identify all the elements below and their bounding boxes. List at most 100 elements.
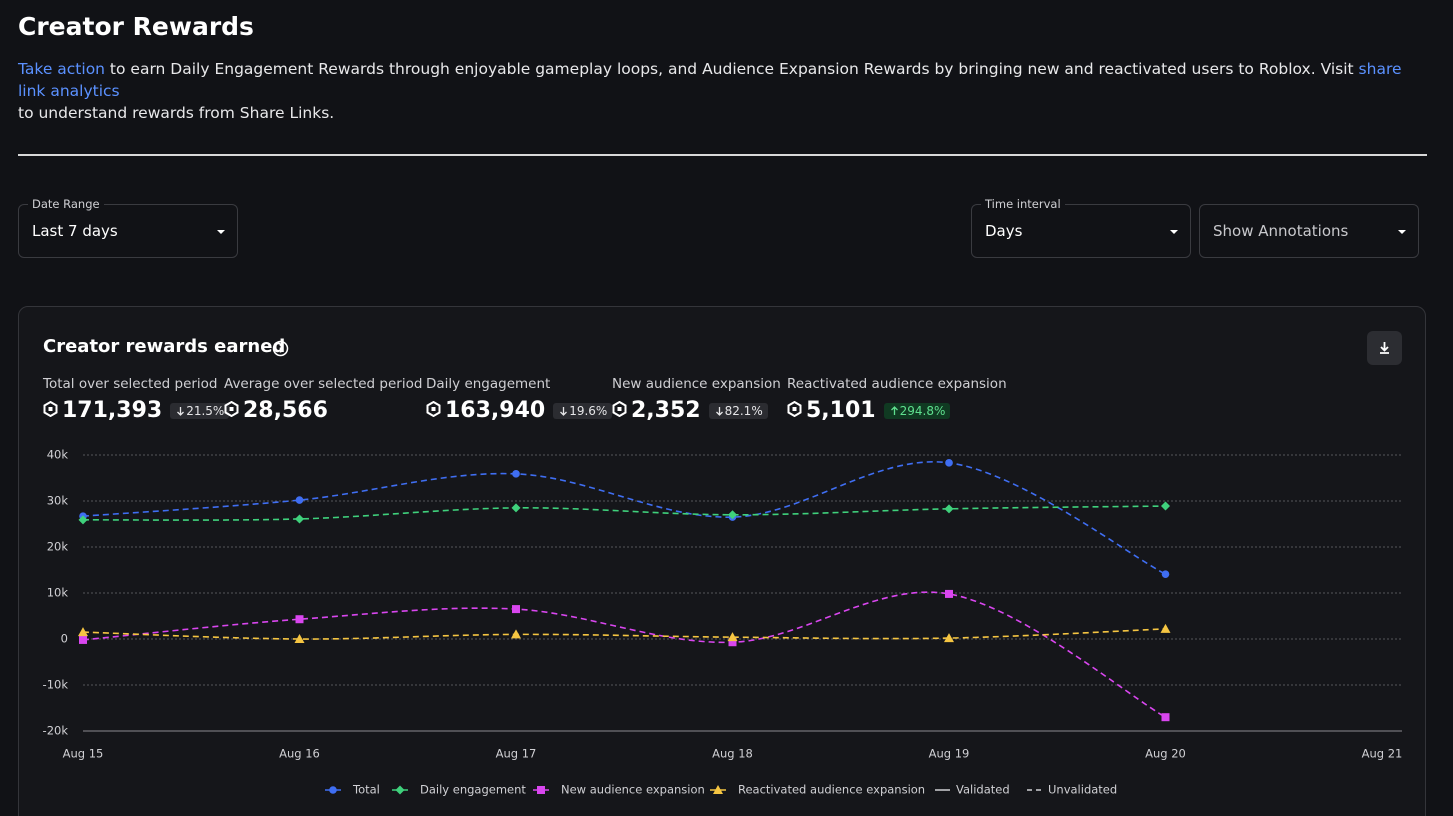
y-tick-label: 0 — [61, 632, 68, 646]
point — [511, 503, 521, 513]
point — [1161, 570, 1170, 578]
robux-glyph — [612, 400, 627, 417]
description: Take action to earn Daily Engagement Rew… — [18, 58, 1428, 124]
point — [295, 615, 304, 624]
divider — [18, 154, 1427, 156]
point — [728, 510, 737, 520]
y-tick-label: 40k — [47, 448, 69, 462]
x-tick-label: Aug 20 — [1145, 747, 1186, 761]
point — [295, 514, 304, 524]
stat: New audience expansion 2,352 82.1% — [612, 376, 781, 423]
stat-value: 28,566 — [243, 398, 328, 423]
stat-value: 2,352 — [631, 398, 701, 423]
point — [944, 633, 954, 643]
stat-value: 163,940 — [445, 398, 546, 423]
change-badge: 19.6% — [553, 402, 613, 419]
stat-label: Daily engagement — [426, 376, 551, 392]
stat-value: 171,393 — [62, 398, 163, 423]
stat-label: Total over selected period — [43, 376, 218, 392]
change-value: 21.5% — [186, 403, 225, 418]
robux-glyph — [426, 400, 441, 417]
arrow-icon — [177, 406, 185, 416]
stat-row: 2,352 82.1% — [612, 398, 781, 423]
change-badge: 294.8% — [883, 402, 951, 419]
date-range-dropdown[interactable]: Date Range Last 7 days — [18, 197, 238, 258]
point — [78, 627, 88, 637]
point — [1161, 501, 1170, 511]
legend-marker — [395, 785, 405, 795]
change-badge: 21.5% — [170, 402, 230, 419]
legend-label: New audience expansion — [561, 783, 705, 797]
stat: Reactivated audience expansion 5,101 294.8… — [787, 376, 1007, 423]
x-tick-label: Aug 19 — [929, 747, 970, 761]
arrow-icon — [560, 406, 568, 416]
legend-marker — [537, 786, 545, 794]
stat-label: Average over selected period — [224, 376, 423, 392]
description-text: to understand rewards from Share Links. — [18, 104, 335, 122]
y-tick-label: -20k — [43, 724, 69, 738]
point — [79, 635, 87, 644]
dropdown-label: Time interval — [981, 197, 1065, 211]
legend-label: Reactivated audience expansion — [738, 783, 925, 797]
point — [511, 629, 521, 639]
robux-glyph — [787, 400, 802, 417]
stat-value: 5,101 — [806, 398, 876, 423]
point — [512, 605, 520, 614]
download-button[interactable] — [1367, 331, 1402, 365]
robux-glyph — [224, 400, 239, 417]
take-action-link[interactable]: Take action — [18, 60, 105, 78]
x-tick-label: Aug 18 — [712, 747, 753, 761]
series-line — [82, 591, 1166, 718]
point — [728, 638, 737, 647]
stat: Total over selected period 171,393 21.5% — [43, 376, 230, 423]
stat-row: 171,393 21.5% — [43, 398, 230, 423]
stat-label: Reactivated audience expansion — [787, 376, 1007, 392]
arrow-icon — [715, 406, 723, 416]
point — [512, 470, 520, 478]
robux-icon — [787, 400, 802, 421]
stat: Daily engagement 163,940 19.6% — [426, 376, 613, 423]
point — [945, 459, 953, 467]
x-tick-label: Aug 17 — [496, 747, 537, 761]
stat-row: 163,940 19.6% — [426, 398, 613, 423]
legend-label: Validated — [956, 783, 1010, 797]
share-link-analytics-link[interactable]: share link analytics — [18, 60, 1402, 100]
point — [1160, 623, 1171, 633]
x-tick-label: Aug 15 — [63, 747, 104, 761]
dropdown-value: Days — [985, 222, 1023, 240]
description-text: to earn Daily Engagement Rewards through… — [105, 60, 1359, 78]
y-tick-label: 30k — [47, 494, 69, 508]
point — [727, 632, 738, 642]
legend-label: Total — [352, 783, 380, 797]
change-badge: 82.1% — [708, 402, 768, 419]
time-interval-dropdown[interactable]: Time interval Days — [971, 197, 1191, 258]
page-title: Creator Rewards — [18, 12, 254, 41]
x-tick-label: Aug 21 — [1362, 747, 1403, 761]
dropdown-value: Show Annotations — [1213, 222, 1349, 240]
annotations-dropdown[interactable]: Show Annotations — [1199, 204, 1419, 258]
series-line — [82, 461, 1166, 575]
robux-icon — [612, 400, 627, 421]
point — [294, 634, 305, 643]
change-value: 294.8% — [899, 403, 946, 418]
y-tick-label: 10k — [47, 586, 69, 600]
dropdown-label: Date Range — [28, 197, 104, 211]
caret — [1170, 230, 1178, 234]
caret — [217, 230, 225, 234]
dropdown-value: Last 7 days — [32, 222, 118, 240]
stat: Average over selected period 28,566 — [224, 376, 422, 423]
stat-row: 28,566 — [224, 398, 422, 423]
legend-label: Unvalidated — [1048, 783, 1117, 797]
info-icon[interactable] — [272, 340, 289, 357]
robux-icon — [224, 400, 239, 421]
series-line — [82, 505, 1166, 521]
y-tick-label: 20k — [47, 540, 69, 554]
arrow-icon — [890, 405, 898, 415]
point — [295, 496, 304, 504]
robux-icon — [43, 400, 58, 421]
caret — [1398, 230, 1406, 234]
robux-icon — [426, 400, 441, 421]
change-value: 82.1% — [724, 403, 763, 418]
